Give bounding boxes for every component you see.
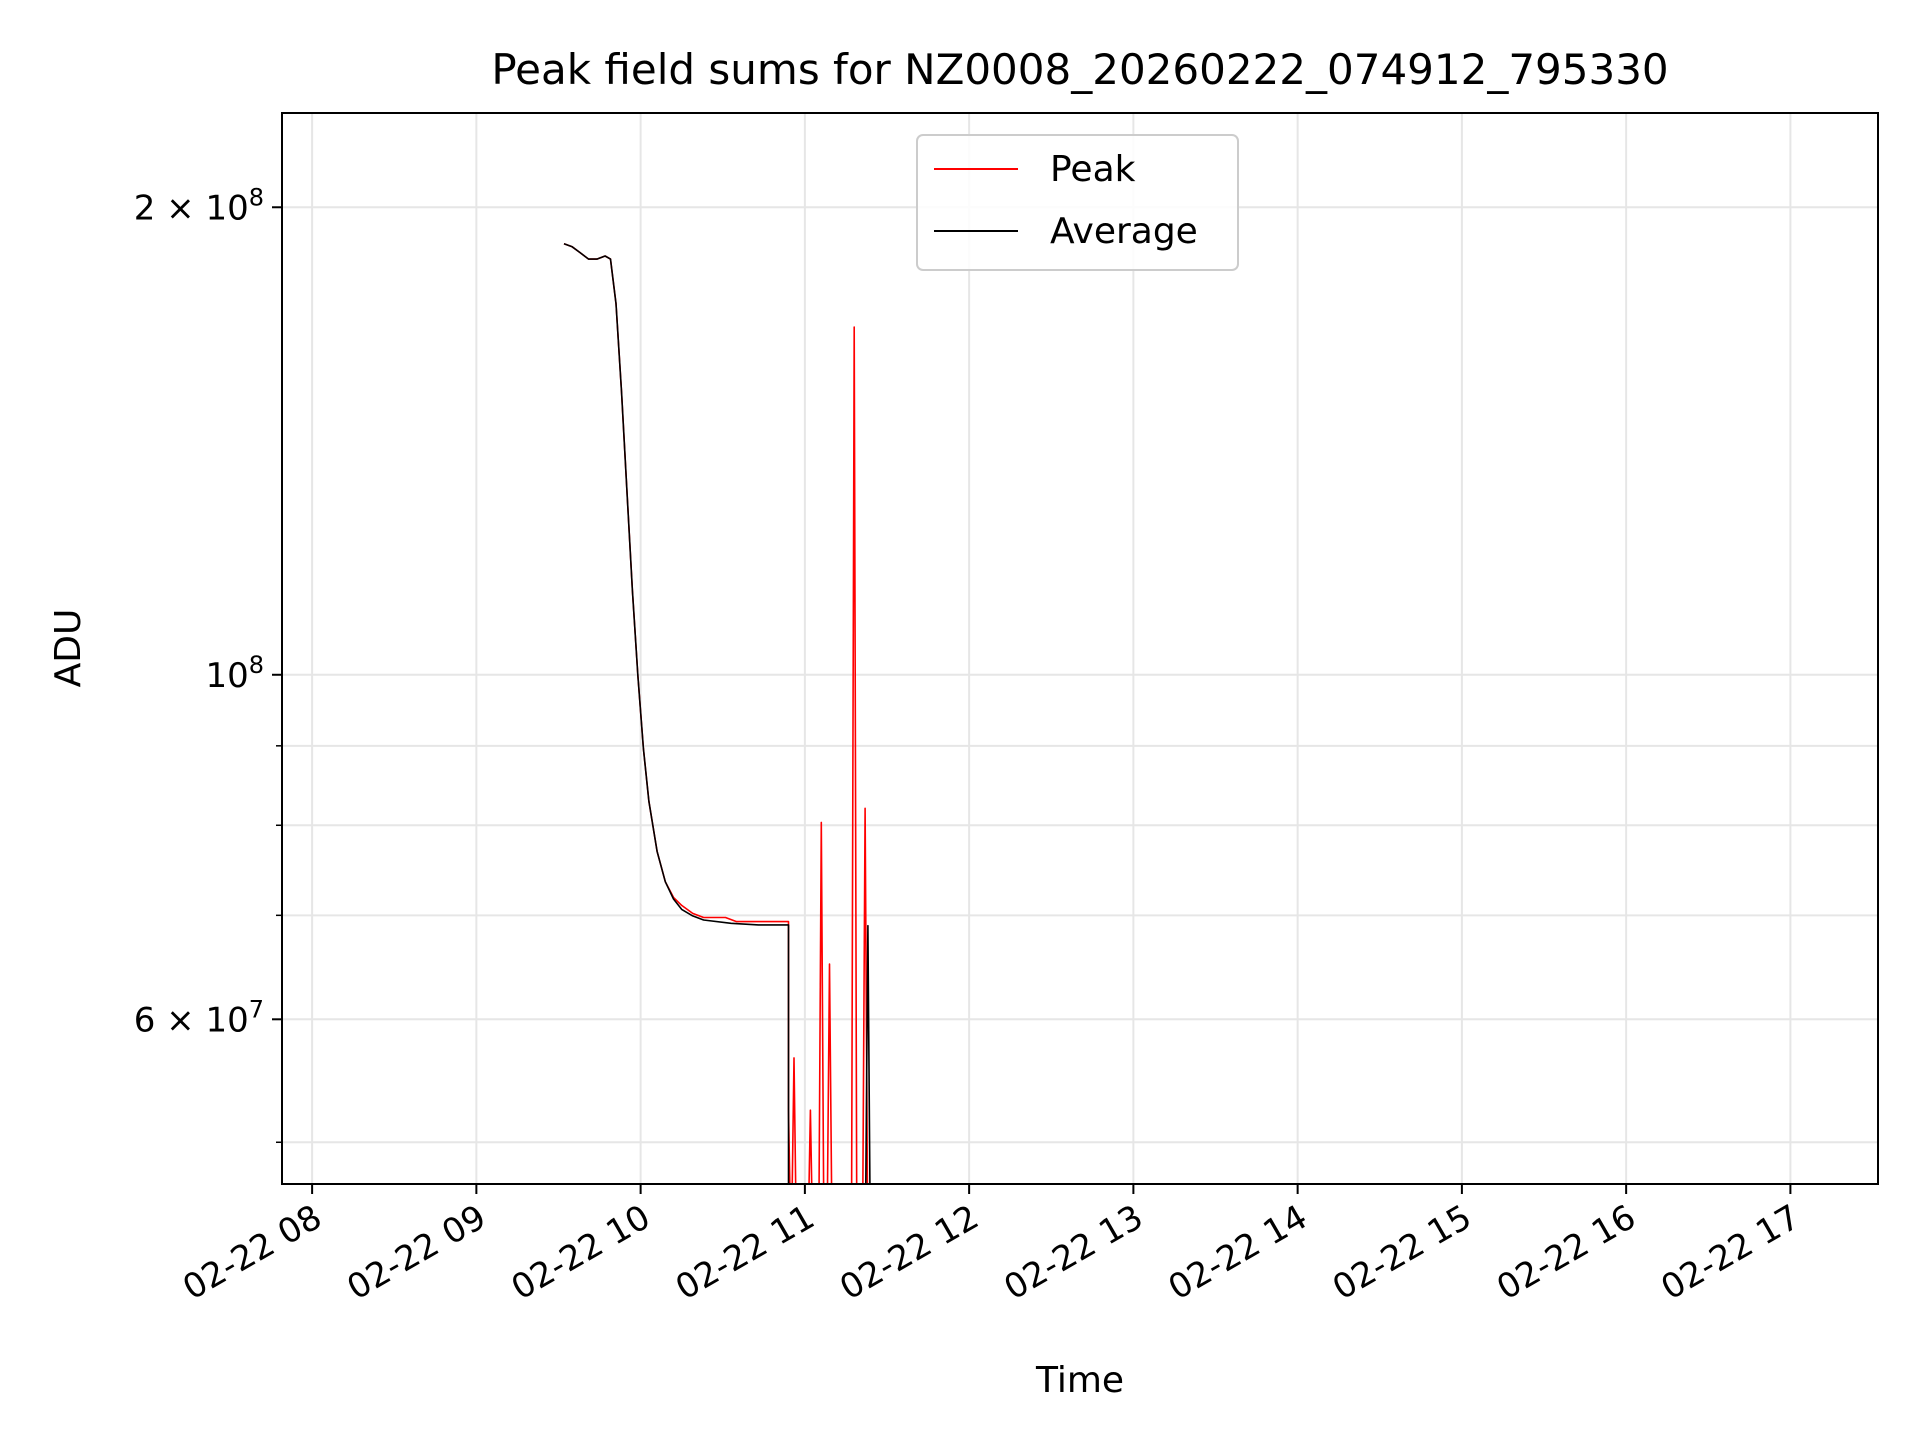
- y-tick-label-exponent: 7: [249, 995, 264, 1023]
- chart-title: Peak field sums for NZ0008_20260222_0749…: [491, 45, 1668, 94]
- grid-layer: [282, 113, 1878, 1184]
- y-tick-label: 6 × 107: [134, 995, 264, 1040]
- plot-frame: [281, 112, 1879, 1185]
- y-tick-label-base: 2 × 10: [134, 188, 249, 228]
- plot-area: [563, 243, 871, 1184]
- series-layer: [563, 243, 871, 1184]
- y-tick-label-base: 6 × 10: [134, 1000, 249, 1040]
- series-line-average: [563, 243, 871, 1184]
- y-tick-label-exponent: 8: [249, 651, 264, 679]
- y-tick-label-exponent: 8: [249, 183, 264, 211]
- legend-label-average: Average: [1050, 211, 1198, 252]
- y-tick-label: 2 × 108: [134, 183, 264, 228]
- y-tick-label: 108: [205, 651, 264, 696]
- y-tick-label-base: 10: [205, 656, 248, 696]
- x-axis-label: Time: [1035, 1360, 1124, 1401]
- y-axis-label: ADU: [48, 609, 89, 688]
- legend-label-peak: Peak: [1050, 149, 1136, 190]
- legend: Peak Average: [916, 134, 1239, 271]
